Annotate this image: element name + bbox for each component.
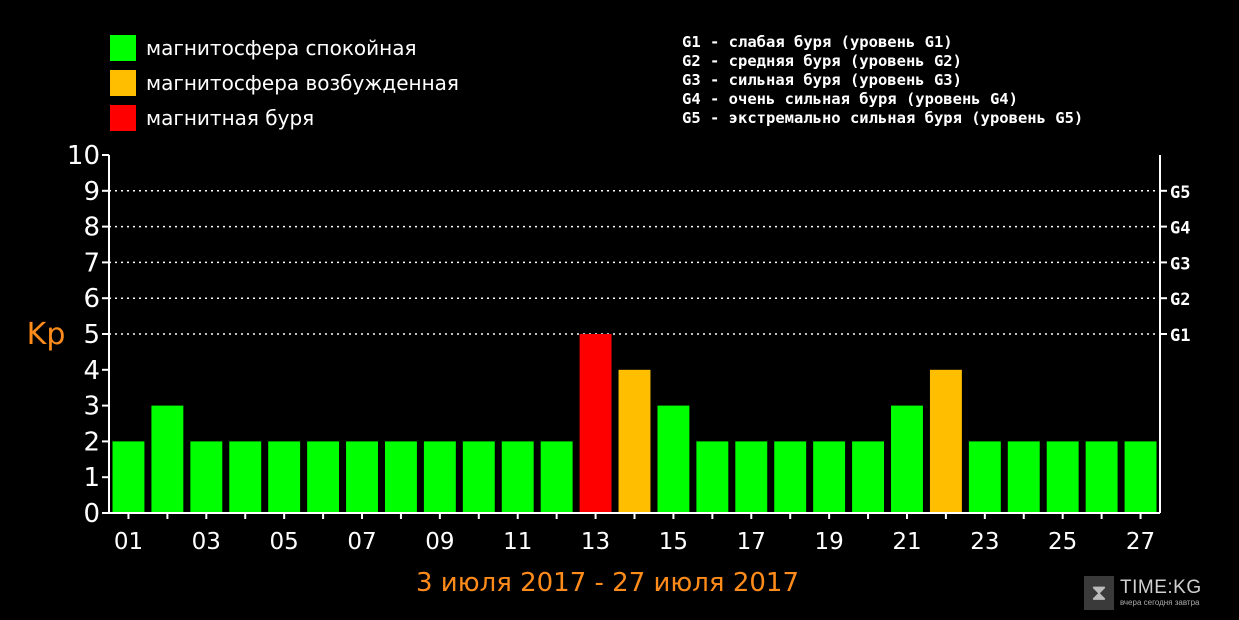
bar-20 [852,441,885,513]
legend-item-excited: магнитосфера возбужденная [110,65,459,100]
x-tick-label-05: 05 [270,529,299,555]
y-tick-label-7: 7 [83,248,100,278]
bar-17 [735,441,768,513]
bar-27 [1124,441,1157,513]
bar-21 [891,405,923,513]
y-tick-label-3: 3 [83,392,100,422]
bar-05 [268,441,301,513]
right-tick-label-g5: G5 [1170,183,1190,203]
bar-16 [696,441,729,513]
x-tick-label-11: 11 [503,529,532,555]
legend-label-excited: магнитосфера возбужденная [146,70,459,95]
bar-10 [462,441,495,513]
legend-level-g2: G2 - средняя буря (уровень G2) [682,52,962,70]
y-tick-label-8: 8 [83,213,100,243]
legend-storm-levels: G1 - слабая буря (уровень G1) G2 - средн… [682,33,1083,128]
bar-09 [423,441,456,513]
y-tick-label-10: 10 [67,141,100,171]
x-tick-label-21: 21 [892,529,921,555]
y-tick-label-2: 2 [83,427,100,457]
bar-26 [1085,441,1118,513]
x-tick-label-03: 03 [192,529,221,555]
bar-07 [346,441,378,513]
bar-11 [501,441,534,513]
bar-04 [229,441,262,513]
bar-12 [540,441,573,513]
bar-23 [968,441,1001,513]
bar-22 [929,369,962,513]
legend-level-g1: G1 - слабая буря (уровень G1) [682,33,953,51]
y-tick-label-6: 6 [83,284,100,314]
x-tick-label-19: 19 [814,529,843,555]
watermark-title: TIME:KG [1120,577,1202,598]
x-tick-label-09: 09 [425,529,454,555]
watermark-subtitle: вчера сегодня завтра [1120,598,1200,607]
bar-18 [774,441,807,513]
bar-15 [657,405,690,513]
legend-status: магнитосфера спокойная магнитосфера возб… [110,30,459,135]
bar-08 [384,441,417,513]
bar-24 [1007,441,1040,513]
x-axis-label: 3 июля 2017 - 27 июля 2017 [416,568,799,598]
legend-swatch-calm [110,34,136,61]
watermark: ⧗ TIME:KG вчера сегодня завтра [1084,576,1202,610]
legend-level-g5: G5 - экстремально сильная буря (уровень … [682,109,1084,127]
bar-13 [579,334,612,513]
y-tick-label-4: 4 [83,356,100,386]
legend-label-storm: магнитная буря [146,105,315,130]
right-tick-label-g1: G1 [1170,326,1190,346]
legend-swatch-excited [110,69,136,96]
right-tick-label-g4: G4 [1170,219,1190,239]
bar-03 [190,441,223,513]
bar-01 [112,441,145,513]
y-axis-label: Kp [27,317,66,352]
x-tick-label-15: 15 [659,529,688,555]
legend-level-g3: G3 - сильная буря (уровень G3) [682,71,962,89]
right-tick-label-g2: G2 [1170,290,1190,310]
legend-label-calm: магнитосфера спокойная [146,35,417,60]
bar-06 [307,441,340,513]
x-tick-label-13: 13 [581,529,610,555]
y-tick-label-5: 5 [83,320,100,350]
legend-level-g4: G4 - очень сильная буря (уровень G4) [682,90,1018,108]
x-tick-label-27: 27 [1126,529,1155,555]
x-tick-label-17: 17 [737,529,766,555]
legend-item-storm: магнитная буря [110,100,459,135]
hourglass-icon: ⧗ [1084,576,1114,610]
legend-swatch-storm [110,104,136,131]
x-tick-label-25: 25 [1048,529,1077,555]
x-tick-label-01: 01 [114,529,143,555]
x-tick-label-07: 07 [347,529,376,555]
x-tick-label-23: 23 [970,529,999,555]
y-tick-label-0: 0 [83,499,100,529]
y-tick-label-1: 1 [83,463,100,493]
y-tick-label-9: 9 [83,177,100,207]
bar-02 [151,405,184,513]
bar-19 [813,441,846,513]
right-tick-label-g3: G3 [1170,254,1190,274]
legend-item-calm: магнитосфера спокойная [110,30,459,65]
bar-25 [1046,441,1079,513]
bar-14 [618,369,651,513]
